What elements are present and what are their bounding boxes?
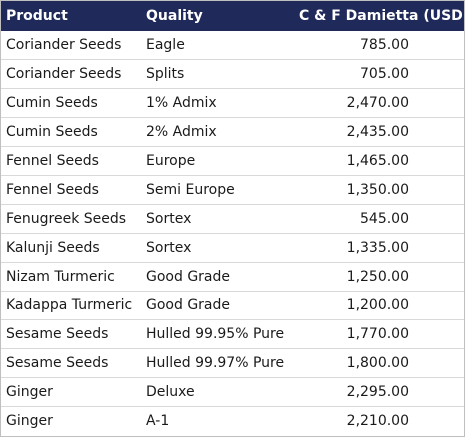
cell-price: 705.00 xyxy=(294,59,464,90)
table-row: Cumin Seeds 1% Admix 2,470.00 xyxy=(1,88,464,119)
cell-quality: Europe xyxy=(141,146,294,176)
table-row: Kadappa Turmeric Good Grade 1,200.00 xyxy=(1,291,464,321)
table-body: Coriander Seeds Eagle 785.00 Coriander Seed… xyxy=(1,31,464,435)
table-row: Ginger A-1 2,210.00 xyxy=(1,407,464,436)
cell-quality: Sortex xyxy=(141,233,294,263)
cell-price: 545.00 xyxy=(294,204,464,234)
table-header: Product Quality C & F Damietta (USD) xyxy=(1,1,464,31)
cell-quality: A-1 xyxy=(146,413,170,430)
column-header-product: Product xyxy=(6,8,68,24)
cell-price: 2,435.00 xyxy=(294,117,464,148)
cell-price: 2,210.00 xyxy=(346,413,409,430)
cell-price: 1,335.00 xyxy=(294,233,464,263)
cell-product: Cumin Seeds xyxy=(1,117,141,148)
cell-price: 2,295.00 xyxy=(294,377,464,408)
table-row: Cumin Seeds 2% Admix 2,435.00 xyxy=(1,117,464,148)
cell-product: Kadappa Turmeric xyxy=(1,291,141,321)
cell-product: Nizam Turmeric xyxy=(1,262,141,292)
table-row: Coriander Seeds Eagle 785.00 xyxy=(1,31,464,61)
cell-quality: 2% Admix xyxy=(141,117,294,148)
cell-price: 2,470.00 xyxy=(294,88,464,119)
cell-quality: Semi Europe xyxy=(141,175,294,205)
cell-product: Sesame Seeds xyxy=(1,319,141,350)
cell-quality: Hulled 99.97% Pure xyxy=(141,348,294,379)
cell-product: Kalunji Seeds xyxy=(1,233,141,263)
column-header-price: C & F Damietta (USD) xyxy=(299,8,464,24)
column-header-quality: Quality xyxy=(146,8,203,24)
cell-quality: Deluxe xyxy=(141,377,294,408)
cell-quality: Sortex xyxy=(141,204,294,234)
table-row: Ginger Deluxe 2,295.00 xyxy=(1,377,464,408)
cell-product: Cumin Seeds xyxy=(1,88,141,119)
cell-price: 1,800.00 xyxy=(294,348,464,379)
cell-price: 1,250.00 xyxy=(294,262,464,292)
table-row: Kalunji Seeds Sortex 1,335.00 xyxy=(1,233,464,263)
cell-price: 1,350.00 xyxy=(294,175,464,205)
cell-product: Ginger xyxy=(6,413,53,430)
cell-product: Ginger xyxy=(1,377,141,408)
cell-product: Coriander Seeds xyxy=(1,59,141,90)
cell-price: 1,770.00 xyxy=(294,319,464,350)
table-row: Sesame Seeds Hulled 99.97% Pure 1,800.00 xyxy=(1,348,464,379)
cell-quality: Good Grade xyxy=(141,291,294,321)
cell-product: Fenugreek Seeds xyxy=(1,204,141,234)
cell-quality: Eagle xyxy=(141,31,294,61)
cell-product: Sesame Seeds xyxy=(1,348,141,379)
table-row: Coriander Seeds Splits 705.00 xyxy=(1,59,464,90)
cell-price: 785.00 xyxy=(294,31,464,61)
cell-quality: Good Grade xyxy=(141,262,294,292)
table-row: Sesame Seeds Hulled 99.95% Pure 1,770.00 xyxy=(1,319,464,350)
cell-quality: Splits xyxy=(141,59,294,90)
table-row: Fenugreek Seeds Sortex 545.00 xyxy=(1,204,464,234)
cell-product: Fennel Seeds xyxy=(1,175,141,205)
table-row: Fennel Seeds Europe 1,465.00 xyxy=(1,146,464,176)
cell-price: 1,200.00 xyxy=(294,291,464,321)
table-row: Fennel Seeds Semi Europe 1,350.00 xyxy=(1,175,464,205)
cell-quality: 1% Admix xyxy=(141,88,294,119)
cell-product: Coriander Seeds xyxy=(1,31,141,61)
cell-quality: Hulled 99.95% Pure xyxy=(141,319,294,350)
table-row: Nizam Turmeric Good Grade 1,250.00 xyxy=(1,262,464,292)
header-row: Product Quality C & F Damietta (USD) xyxy=(1,1,464,31)
cell-product: Fennel Seeds xyxy=(1,146,141,176)
cell-price: 1,465.00 xyxy=(294,146,464,176)
